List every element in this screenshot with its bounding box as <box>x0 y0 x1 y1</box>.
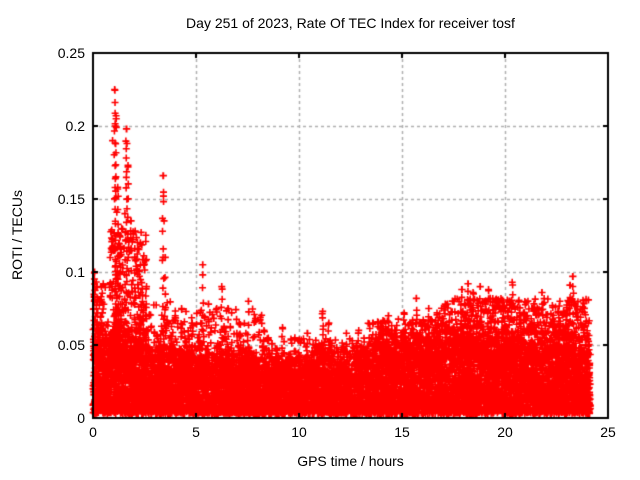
x-tick-label: 10 <box>291 424 307 440</box>
x-tick-label: 0 <box>89 424 97 440</box>
y-tick-label: 0.15 <box>57 191 85 207</box>
x-tick-label: 5 <box>192 424 200 440</box>
y-tick-label: 0.2 <box>65 118 85 134</box>
y-tick-label: 0 <box>77 410 85 426</box>
y-tick-label: 0.1 <box>65 264 85 280</box>
x-axis-label: GPS time / hours <box>297 453 404 469</box>
y-tick-label: 0.05 <box>57 337 85 353</box>
y-axis-label-text: ROTI / TECUs <box>9 190 25 280</box>
x-tick-label: 15 <box>394 424 410 440</box>
x-tick-label: 20 <box>497 424 513 440</box>
y-tick-label: 0.25 <box>57 45 85 61</box>
x-tick-label: 25 <box>600 424 616 440</box>
chart-title: Day 251 of 2023, Rate Of TEC Index for r… <box>186 15 515 31</box>
